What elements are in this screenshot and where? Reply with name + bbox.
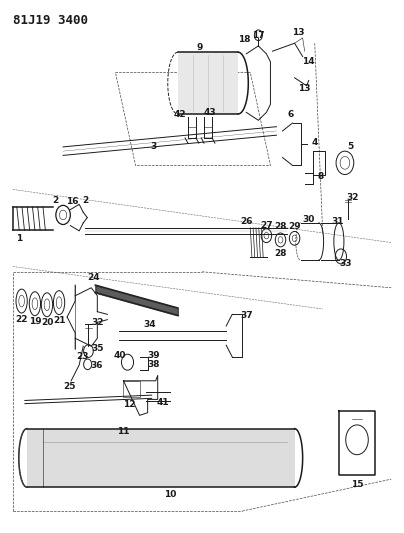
- Text: 23: 23: [76, 352, 88, 361]
- Text: 35: 35: [91, 344, 103, 353]
- Text: 2: 2: [82, 196, 88, 205]
- Text: 32: 32: [346, 193, 358, 202]
- Text: 30: 30: [303, 215, 315, 224]
- Text: 38: 38: [147, 360, 160, 369]
- Text: 36: 36: [90, 361, 103, 370]
- Text: 22: 22: [15, 314, 28, 324]
- Text: 42: 42: [174, 110, 186, 119]
- Bar: [27, 429, 295, 487]
- Text: 24: 24: [87, 273, 100, 281]
- Text: 41: 41: [157, 398, 169, 407]
- Text: 2: 2: [52, 196, 58, 205]
- Text: 12: 12: [123, 400, 136, 409]
- Text: 17: 17: [252, 31, 265, 40]
- Text: 20: 20: [41, 318, 53, 327]
- Text: 43: 43: [204, 108, 217, 117]
- Text: 21: 21: [53, 316, 65, 325]
- Text: 13: 13: [292, 28, 305, 37]
- Text: 11: 11: [117, 427, 130, 436]
- Text: 10: 10: [164, 489, 176, 498]
- Text: 39: 39: [147, 351, 160, 360]
- Text: 4: 4: [311, 138, 318, 147]
- Text: 8: 8: [318, 172, 324, 181]
- Text: 28: 28: [274, 249, 287, 258]
- Text: 37: 37: [240, 311, 252, 320]
- Text: 40: 40: [114, 351, 126, 360]
- Text: 34: 34: [143, 320, 156, 329]
- Text: 3: 3: [151, 142, 157, 151]
- Text: 19: 19: [29, 317, 41, 326]
- Text: 14: 14: [302, 58, 315, 66]
- Text: 33: 33: [339, 260, 352, 268]
- Text: 1: 1: [16, 235, 22, 244]
- Text: 32: 32: [91, 318, 103, 327]
- Text: 16: 16: [66, 197, 78, 206]
- Text: 6: 6: [288, 110, 294, 119]
- Text: 15: 15: [351, 480, 363, 489]
- Text: 5: 5: [347, 142, 353, 151]
- Text: 27: 27: [260, 221, 273, 230]
- Text: 26: 26: [240, 217, 252, 226]
- Text: 31: 31: [331, 217, 343, 226]
- Text: 13: 13: [299, 84, 311, 93]
- Text: 18: 18: [238, 35, 250, 44]
- Text: 81J19 3400: 81J19 3400: [13, 14, 88, 27]
- Text: 9: 9: [197, 43, 203, 52]
- Text: 25: 25: [63, 382, 76, 391]
- Text: 29: 29: [288, 222, 301, 231]
- Text: 28: 28: [274, 222, 287, 231]
- Bar: [178, 52, 238, 114]
